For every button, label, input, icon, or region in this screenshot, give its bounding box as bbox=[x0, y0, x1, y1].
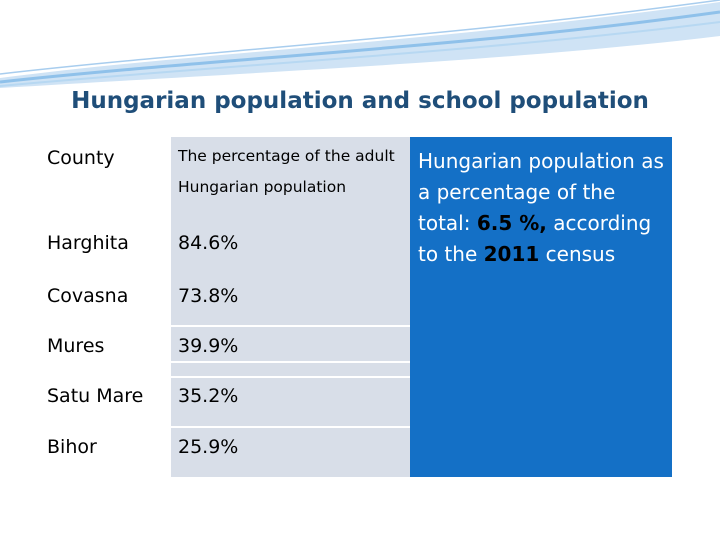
county-percentage: 39.9% bbox=[178, 335, 239, 357]
row-divider bbox=[42, 325, 410, 327]
county-percentage: 84.6% bbox=[178, 232, 239, 254]
county-column bbox=[42, 137, 171, 477]
population-table: County The percentage of the adult Hunga… bbox=[42, 137, 410, 477]
header-percentage: The percentage of the adult Hungarian po… bbox=[178, 147, 395, 196]
slide-title: Hungarian population and school populati… bbox=[71, 88, 649, 114]
county-percentage: 73.8% bbox=[178, 285, 239, 307]
row-divider bbox=[42, 426, 410, 428]
county-name: Satu Mare bbox=[47, 385, 144, 407]
row-divider bbox=[42, 376, 410, 378]
county-percentage: 25.9% bbox=[178, 436, 239, 458]
census-info-text: Hungarian population as a percentage of … bbox=[418, 149, 664, 266]
county-name: Mures bbox=[47, 335, 105, 357]
header-county: County bbox=[47, 147, 115, 169]
row-divider bbox=[42, 361, 410, 363]
county-name: Harghita bbox=[47, 232, 129, 254]
census-info-box: Hungarian population as a percentage of … bbox=[410, 137, 672, 477]
census-year: 2011 bbox=[483, 242, 540, 266]
header-wave-decoration bbox=[0, 0, 720, 88]
county-percentage: 35.2% bbox=[178, 385, 239, 407]
county-name: Covasna bbox=[47, 285, 129, 307]
county-name: Bihor bbox=[47, 436, 97, 458]
census-percent: 6.5 %, bbox=[476, 211, 547, 235]
